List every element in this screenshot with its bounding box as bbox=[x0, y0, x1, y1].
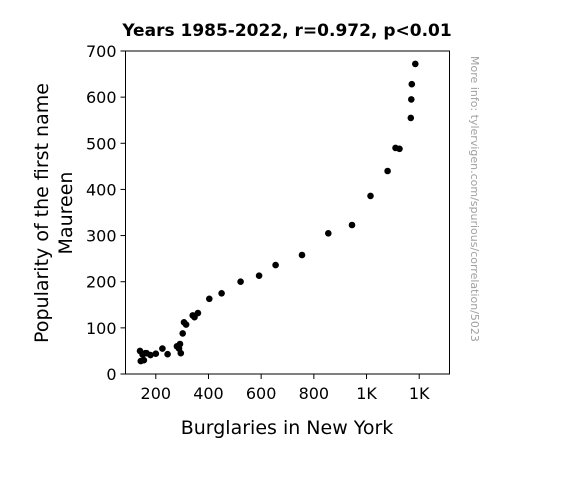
data-point-17 bbox=[182, 321, 190, 328]
y-tick-label-5: 400 bbox=[86, 180, 117, 199]
plot-frame bbox=[125, 50, 450, 375]
data-point-28 bbox=[348, 221, 356, 229]
data-point-7 bbox=[147, 351, 154, 359]
x-axis-ticks: 200 400 600 800 1K 1K bbox=[141, 374, 430, 403]
data-point-4 bbox=[140, 356, 148, 364]
source-note: More info: tylervigen.com/spurious/corre… bbox=[468, 56, 481, 342]
y-tick-label-3: 200 bbox=[86, 273, 117, 292]
x-tick-label-2: 400 bbox=[193, 384, 224, 403]
x-tick-label-6: 1K bbox=[409, 384, 430, 403]
data-point-23 bbox=[237, 278, 244, 286]
data-point-33 bbox=[407, 114, 415, 122]
data-point-27 bbox=[325, 230, 332, 237]
data-point-25 bbox=[272, 261, 279, 269]
x-tick-label-4: 800 bbox=[299, 384, 330, 403]
y-tick-label-1: 0 bbox=[106, 365, 116, 384]
y-tick-label-7: 600 bbox=[86, 88, 117, 107]
data-point-22 bbox=[218, 290, 225, 297]
data-point-36 bbox=[412, 60, 419, 68]
data-point-30 bbox=[384, 167, 391, 175]
data-point-20 bbox=[194, 309, 202, 317]
data-point-34 bbox=[408, 96, 415, 103]
data-point-14 bbox=[177, 349, 185, 357]
y-axis-label-line1: Popularity of the first name bbox=[31, 83, 53, 343]
data-point-35 bbox=[408, 80, 416, 88]
x-tick-label-3: 600 bbox=[246, 384, 277, 403]
x-axis-label: Burglaries in New York bbox=[181, 417, 394, 439]
y-tick-label-8: 700 bbox=[86, 42, 117, 61]
data-point-24 bbox=[255, 272, 263, 280]
y-axis-label-line2: Maureen bbox=[55, 172, 77, 255]
data-point-32 bbox=[396, 145, 403, 153]
data-point-26 bbox=[298, 251, 306, 259]
y-tick-label-4: 300 bbox=[86, 227, 117, 246]
data-point-8 bbox=[152, 350, 160, 358]
data-point-29 bbox=[367, 192, 374, 200]
y-tick-label-2: 100 bbox=[86, 319, 117, 338]
chart-title: Years 1985-2022, r=0.972, p<0.01 bbox=[121, 21, 451, 41]
y-axis-ticks: 0 100 200 300 400 500 600 700 bbox=[86, 42, 126, 384]
y-tick-label-6: 500 bbox=[86, 134, 117, 153]
x-tick-label-5: 1K bbox=[356, 384, 377, 403]
data-point-9 bbox=[159, 345, 166, 352]
data-point-13 bbox=[176, 340, 184, 348]
data-point-10 bbox=[164, 350, 171, 358]
x-tick-label-1: 200 bbox=[141, 384, 172, 403]
data-point-15 bbox=[179, 330, 186, 337]
points-layer bbox=[136, 60, 419, 365]
data-point-21 bbox=[206, 295, 213, 303]
